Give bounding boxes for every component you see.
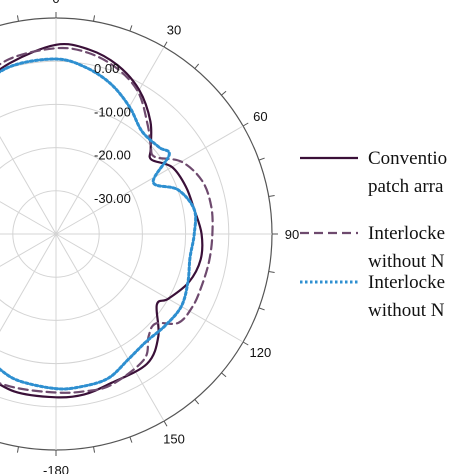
grid-spoke — [0, 233, 57, 267]
angle-tick-label: 60 — [253, 109, 267, 124]
outer-tick-mark — [93, 15, 96, 22]
outer-tick-mark — [268, 194, 275, 197]
angle-tick-label: 120 — [250, 345, 272, 360]
radial-tick-label: 0.00 — [94, 61, 119, 76]
radial-tick-label: -30.00 — [94, 191, 131, 206]
legend-label: Conventio — [368, 148, 447, 169]
grid-spoke — [0, 201, 57, 235]
outer-tick-mark — [129, 25, 133, 32]
grid-spoke — [55, 46, 165, 235]
outer-tick-mark — [221, 372, 227, 378]
angle-tick-label: 0 — [52, 0, 59, 6]
outer-tick-mark — [221, 90, 227, 96]
series-conventional-line — [0, 42, 204, 399]
angle-tick-label: -180 — [43, 463, 69, 474]
grid-spoke — [0, 233, 57, 332]
outer-tick-mark — [163, 420, 168, 427]
outer-tick-mark — [268, 271, 275, 274]
legend-label: Interlocke — [368, 272, 445, 293]
angle-tick-label: 150 — [163, 431, 185, 446]
radial-tick-label: -10.00 — [94, 104, 131, 119]
radial-tick-labels: 0.00 -10.00 -20.00 -30.00 — [94, 61, 131, 206]
angle-tick-label: 30 — [167, 23, 181, 38]
outer-tick-mark — [93, 446, 96, 453]
outer-tick-mark — [258, 307, 265, 311]
angle-tick-label: 90 — [285, 227, 299, 242]
outer-tick-mark — [194, 399, 200, 405]
legend-label: without N — [368, 251, 445, 272]
series-interlocked-dotted-line — [0, 57, 198, 391]
legend-label: Interlocke — [368, 223, 445, 244]
radial-tick-label: -20.00 — [94, 148, 131, 163]
outer-tick-mark — [16, 15, 19, 22]
outer-tick-mark — [258, 157, 265, 161]
outer-tick-mark — [163, 41, 168, 48]
outer-tick-mark — [242, 341, 249, 346]
outer-tick-mark — [194, 63, 200, 69]
outer-tick-mark — [129, 436, 133, 443]
legend-label: patch arra — [368, 176, 444, 197]
outer-tick-mark — [16, 446, 19, 453]
grid-spoke — [55, 233, 244, 343]
grid-spoke — [0, 136, 57, 235]
outer-tick-mark — [242, 122, 249, 127]
series-interlocked-dashed-line — [0, 46, 214, 394]
polar-grid — [0, 12, 278, 456]
angle-tick-labels: 0 30 60 90 120 150 -180 — [43, 0, 299, 474]
grid-spoke — [55, 125, 244, 235]
legend-label: without N — [368, 300, 445, 321]
series-layer — [0, 42, 214, 399]
grid-spoke — [55, 233, 165, 422]
